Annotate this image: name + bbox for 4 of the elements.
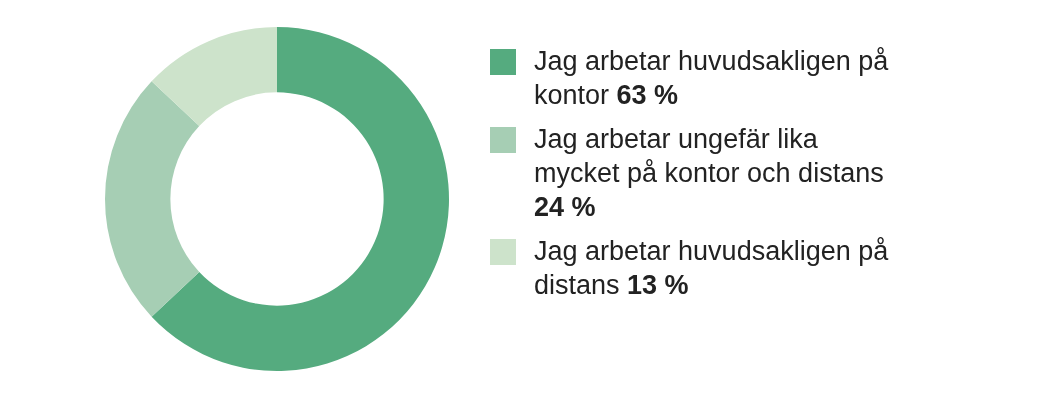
data-label: 63 % <box>616 80 679 110</box>
legend-label: Jag arbetar ungefär lika mycket på kontor och distans <box>534 124 884 188</box>
data-label: 13 % <box>627 270 689 300</box>
data-label: 24 % <box>534 192 596 222</box>
